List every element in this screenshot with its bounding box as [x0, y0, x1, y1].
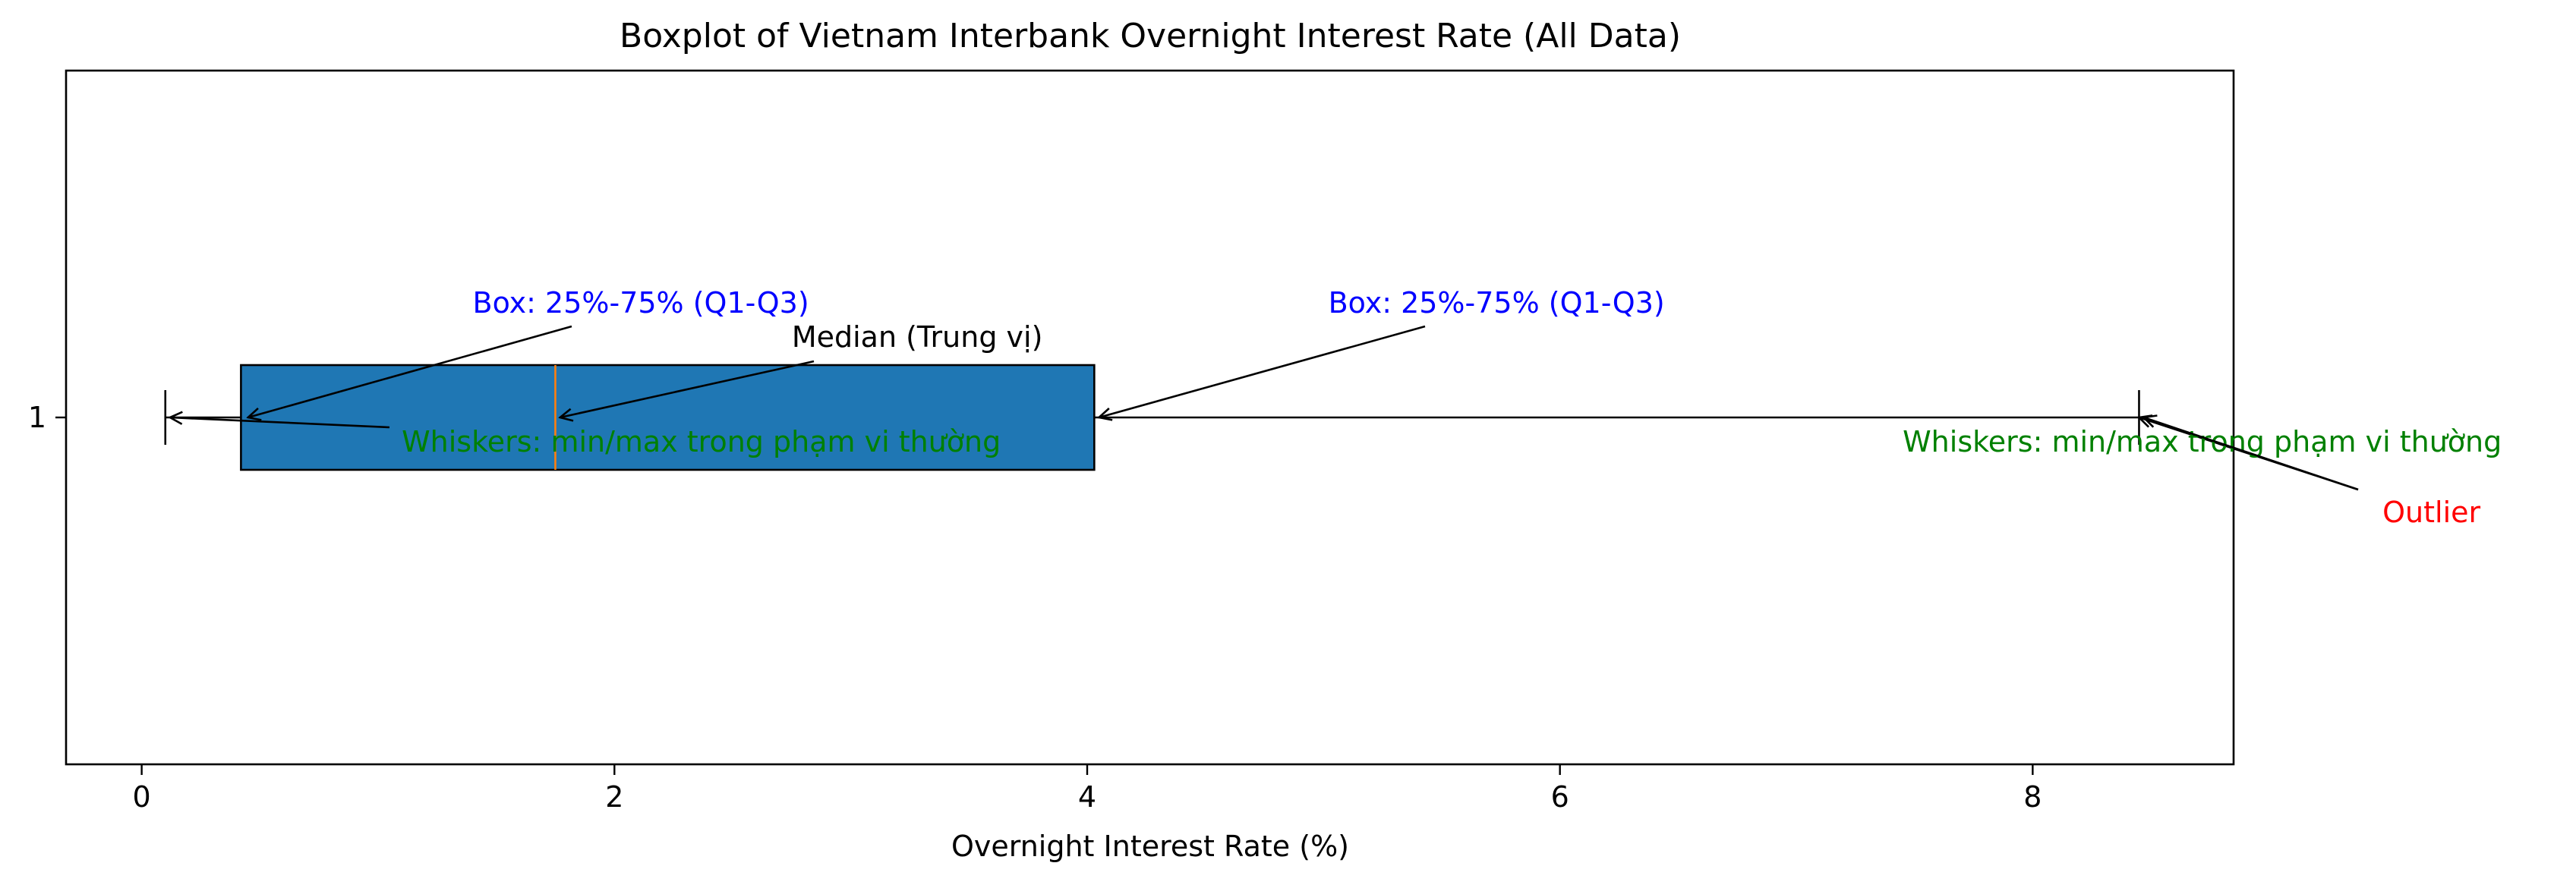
annotation-median: Median (Trung vị) — [792, 320, 1043, 354]
annotation-arrow — [2144, 417, 2359, 491]
annotation-arrow — [248, 325, 572, 417]
annotation-arrow — [560, 360, 815, 417]
annotation-box-left: Box: 25%-75% (Q1-Q3) — [473, 286, 809, 320]
x-tick-label: 4 — [1078, 780, 1096, 814]
annotation-whisker-left: Whiskers: min/max trong phạm vi thường — [402, 425, 1001, 458]
annotation-box-right: Box: 25%-75% (Q1-Q3) — [1329, 286, 1665, 320]
annotation-arrow — [170, 417, 390, 429]
plot-area: 0 2 4 6 8 1 Box: 25%-75% (Q1-Q3) Box: 25%-75% (… — [28, 69, 2502, 814]
x-tick-label: 8 — [2023, 780, 2042, 814]
x-tick-label: 2 — [605, 780, 623, 814]
x-axis-label: Overnight Interest Rate (%) — [951, 830, 1349, 863]
x-tick-label: 6 — [1551, 780, 1569, 814]
annotation-whisker-right: Whiskers: min/max trong phạm vi thường — [1903, 425, 2502, 458]
annotation-arrow — [1099, 325, 1426, 417]
y-tick-label: 1 — [28, 401, 46, 434]
iqr-box — [240, 364, 1096, 471]
chart-title: Boxplot of Vietnam Interbank Overnight I… — [620, 17, 1681, 55]
annotation-outlier: Outlier — [2382, 496, 2480, 529]
x-tick-label: 0 — [133, 780, 151, 814]
